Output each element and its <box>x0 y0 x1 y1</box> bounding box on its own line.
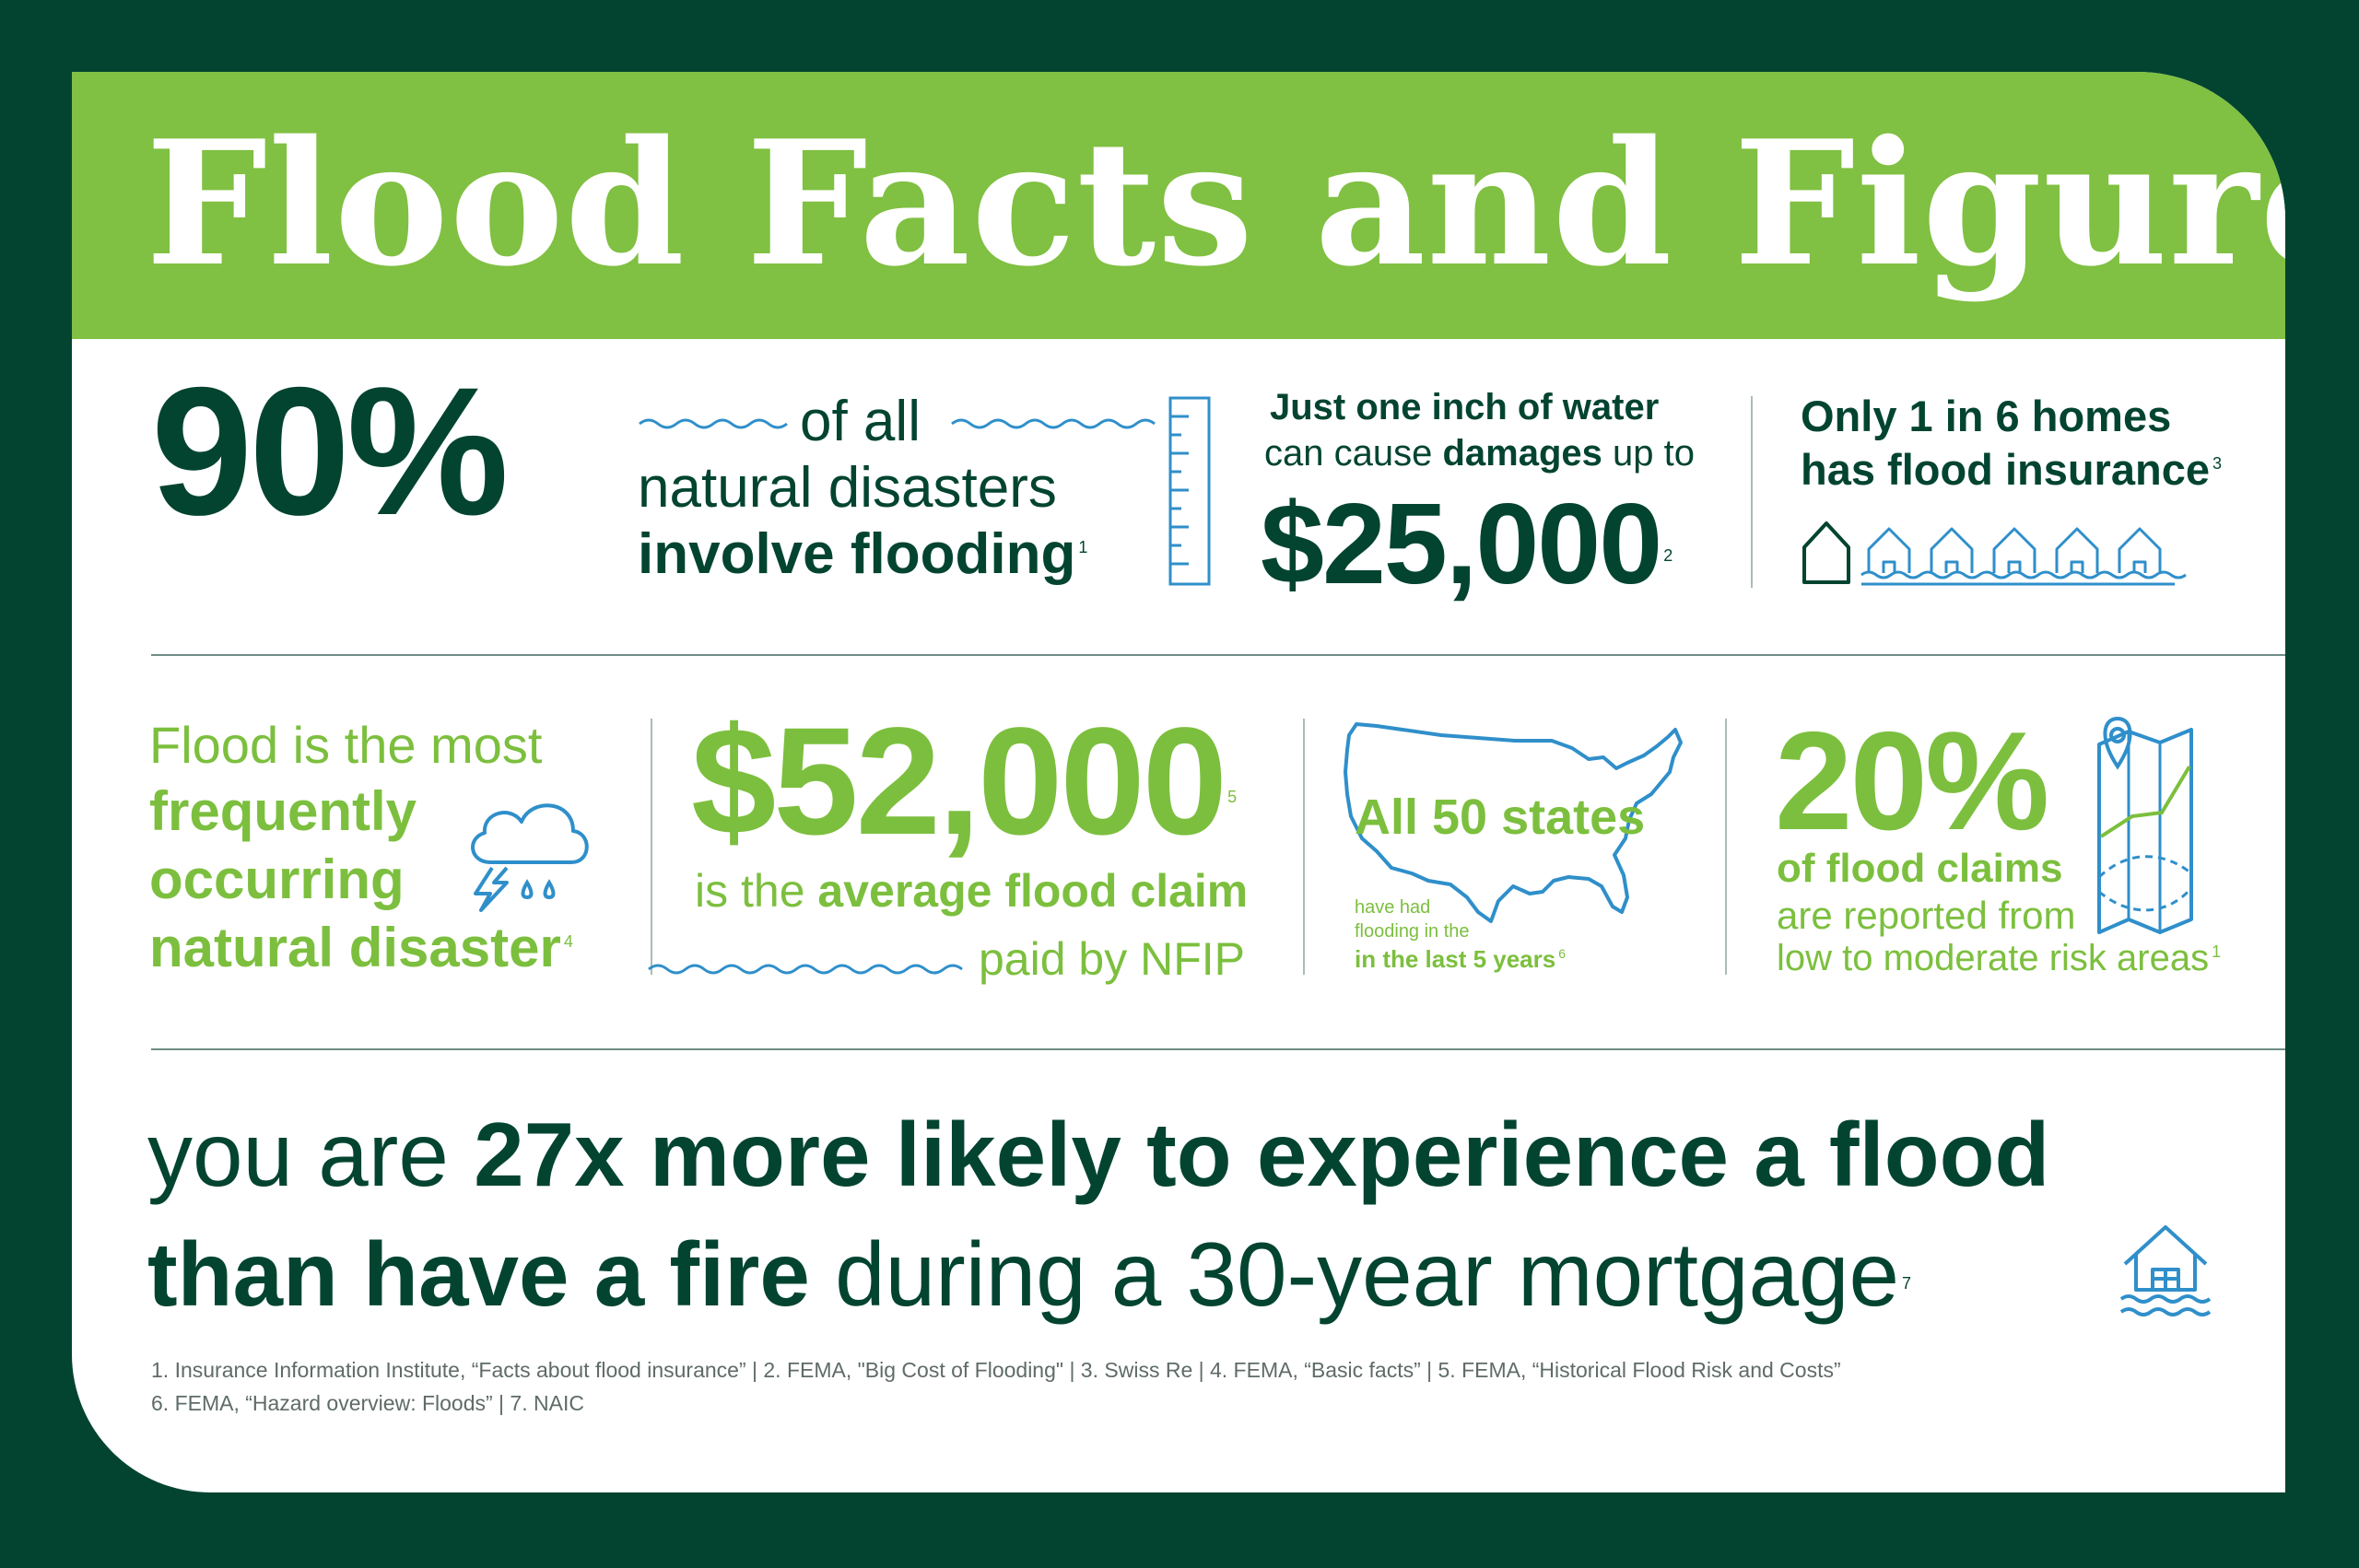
homes-line1: Only 1 in 6 homes <box>1801 392 2172 440</box>
twenty-line3-text: low to moderate risk areas <box>1777 938 2210 978</box>
water-wave-icon <box>951 418 1156 429</box>
flooded-home-icon <box>2119 1225 2212 1316</box>
inch-line2-pre: can cause <box>1264 433 1443 474</box>
footnote-ref: 4 <box>563 932 573 951</box>
flooded-house-icon <box>1860 527 2187 586</box>
ninety-line3-text: involve flooding <box>638 522 1076 586</box>
claim-line1-pre: is the <box>695 865 818 917</box>
ruler-gauge-icon <box>1168 396 1211 586</box>
fact-line2-bold: than have a fire <box>147 1223 810 1325</box>
page-title: Flood Facts and Figures <box>146 102 2285 304</box>
footnote-ref: 3 <box>2212 454 2222 474</box>
twenty-percent-value: 20% <box>1775 703 2049 860</box>
row1-divider <box>1751 396 1753 588</box>
sources-line2: 6. FEMA, “Hazard overview: Floods” | 7. … <box>151 1391 584 1415</box>
section-divider <box>151 1048 2285 1050</box>
fact-line2: than have a fire during a 30-year mortga… <box>147 1220 1911 1328</box>
frequent-line4: natural disaster 4 <box>149 916 573 979</box>
us-map-icon <box>1344 722 1683 923</box>
claim-line2: paid by NFIP <box>979 933 1246 985</box>
homes-line2: has flood insurance 3 <box>1801 444 2222 495</box>
states-headline: All 50 states <box>1355 790 1646 845</box>
frequent-line3: occurring <box>149 848 405 910</box>
frequent-line4-text: natural disaster <box>149 917 561 978</box>
twenty-line3: low to moderate risk areas 1 <box>1777 938 2221 979</box>
twenty-line1: of flood claims <box>1777 846 2063 891</box>
fact-line1-bold: 27x more likely to experience a flood <box>474 1104 2050 1205</box>
claim-value: $52,000 5 <box>691 704 1237 860</box>
row2-divider <box>1303 719 1305 975</box>
water-wave-icon <box>648 964 963 975</box>
house-icon <box>1802 521 1850 584</box>
footnote-ref: 5 <box>1227 788 1237 806</box>
inch-line2-bold: damages <box>1442 433 1602 474</box>
sources-line1: 1. Insurance Information Institute, “Fac… <box>151 1358 1841 1382</box>
footnote-ref: 7 <box>1902 1274 1912 1293</box>
states-line3: in the last 5 years 6 <box>1355 945 1566 974</box>
claim-line1-bold: average flood claim <box>817 865 1249 917</box>
row2-divider <box>1725 719 1727 975</box>
states-line2: flooding in the <box>1355 921 1470 942</box>
section-divider <box>151 654 2285 656</box>
ninety-percent-value: 90% <box>151 349 509 553</box>
storm-cloud-icon <box>471 803 589 912</box>
homes-line2-text: has flood insurance <box>1801 445 2210 494</box>
twenty-line2: are reported from <box>1777 894 2076 937</box>
inch-value: $25,000 2 <box>1261 485 1672 604</box>
states-line3-text: in the last 5 years <box>1355 945 1556 973</box>
footnote-ref: 1 <box>2212 942 2222 961</box>
map-pin-icon <box>2097 716 2193 934</box>
fact-line1: you are 27x more likely to experience a … <box>147 1100 2049 1209</box>
inch-line2-post: up to <box>1602 433 1695 474</box>
inch-value-text: $25,000 <box>1261 481 1662 608</box>
frequent-line2: frequently <box>149 780 417 842</box>
claim-line1: is the average flood claim <box>695 864 1248 918</box>
claim-value-text: $52,000 <box>691 696 1227 867</box>
inch-line1: Just one inch of water <box>1270 387 1660 427</box>
fact-line2-post: during a 30-year mortgage <box>809 1223 1900 1325</box>
infographic-card: Flood Facts and Figures 90% of all natur… <box>72 72 2285 1492</box>
fact-line1-pre: you are <box>147 1104 475 1205</box>
row2-divider <box>651 719 652 975</box>
inch-line2: can cause damages up to <box>1264 433 1695 474</box>
footnote-ref: 1 <box>1078 538 1088 557</box>
footnote-ref: 2 <box>1663 546 1672 565</box>
footnote-ref: 6 <box>1558 946 1567 962</box>
frequent-line1: Flood is the most <box>149 716 543 774</box>
states-line1: have had <box>1355 897 1431 918</box>
ninety-line1: of all <box>800 390 921 453</box>
water-wave-icon <box>639 418 788 429</box>
ninety-line2: natural disasters <box>638 456 1057 520</box>
title-banner: Flood Facts and Figures <box>72 72 2285 339</box>
ninety-line3: involve flooding 1 <box>638 521 1087 587</box>
